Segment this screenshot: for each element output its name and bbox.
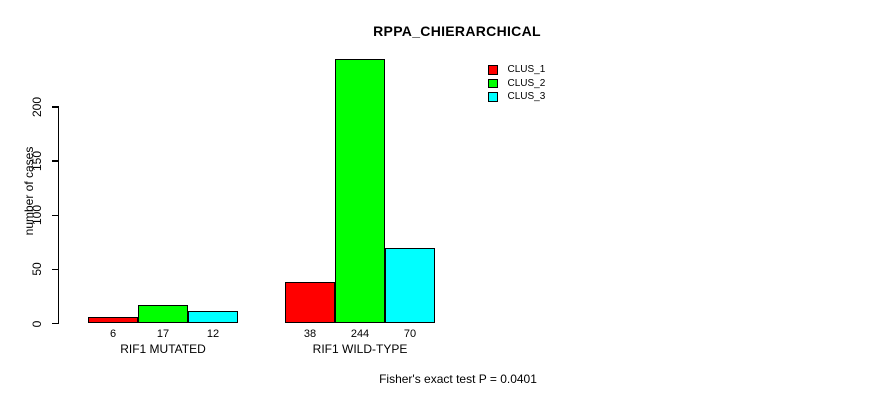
legend-label-clus-2: CLUS_2 [507,77,546,89]
y-tick-0 [52,322,59,325]
y-tick-label-50: 50 [30,262,44,277]
bar-value-clus-3-rif1-mutated: 12 [206,328,220,340]
chart-title: RPPA_CHIERARCHICAL [373,23,541,39]
bar-value-clus-1-rif1-wild-type: 38 [303,328,317,340]
legend-label-clus-3: CLUS_3 [507,91,546,103]
y-tick-label-0: 0 [30,320,44,327]
legend-swatch-clus-1 [488,65,498,75]
bar-value-clus-1-rif1-mutated: 6 [109,328,117,340]
category-label-rif1-mutated: RIF1 MUTATED [120,341,206,356]
bar-value-clus-2-rif1-mutated: 17 [156,328,170,340]
bar-value-clus-2-rif1-wild-type: 244 [350,328,370,340]
legend-label-clus-1: CLUS_1 [507,64,546,76]
bar-clus-1-rif1-mutated [88,317,138,324]
y-tick-label-150: 150 [30,151,44,172]
y-tick-200 [52,106,59,108]
annotation-fisher-test: Fisher's exact test P = 0.0401 [379,372,537,386]
y-tick-label-100: 100 [30,205,44,226]
bar-clus-3-rif1-wild-type [385,247,435,324]
y-tick-150 [52,160,59,162]
y-tick-50 [52,268,59,270]
legend-item-clus-1: CLUS_1 [488,63,545,77]
y-tick-label-200: 200 [30,96,44,117]
legend-swatch-clus-2 [488,78,498,88]
legend-item-clus-3: CLUS_3 [488,90,545,104]
category-label-rif1-wild-type: RIF1 WILD-TYPE [312,341,408,356]
bar-clus-2-rif1-mutated [138,305,188,324]
bar-clus-3-rif1-mutated [188,310,238,324]
legend: CLUS_1 CLUS_2 CLUS_3 [488,63,545,104]
y-tick-100 [52,214,59,216]
bar-clus-2-rif1-wild-type [335,59,385,324]
legend-swatch-clus-3 [488,92,498,102]
bar-clus-1-rif1-wild-type [285,282,335,324]
legend-item-clus-2: CLUS_2 [488,77,545,91]
bar-value-clus-3-rif1-wild-type: 70 [403,328,417,340]
